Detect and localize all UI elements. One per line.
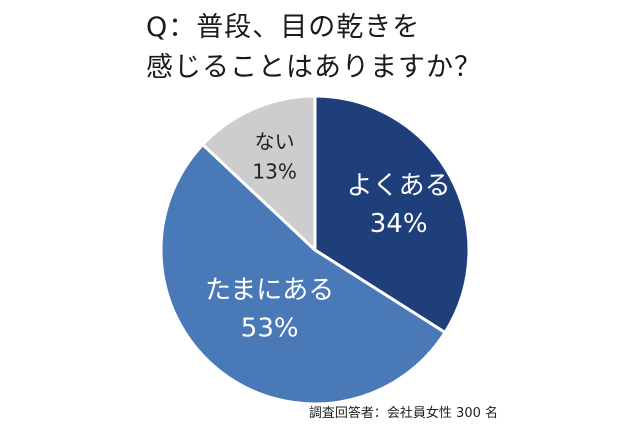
chart-title-line-1: Q：普段、目の乾きを [146, 12, 421, 43]
pie-slice-value: 13% [252, 160, 296, 184]
pie-slice [201, 94, 317, 252]
pie-slice-label: たまにある [205, 275, 334, 305]
pie-slice-label: ない [255, 130, 295, 154]
chart-title-line-2: 感じることはありますか？ [146, 52, 482, 83]
pie-slice-value: 34% [370, 209, 428, 239]
pie-slice [159, 143, 447, 406]
pie-slice-value: 53% [241, 313, 299, 343]
survey-footnote: 調査回答者：会社員女性 300 名 [308, 406, 498, 421]
pie-slice-label: よくある [347, 171, 451, 201]
chart-title: Q：普段、目の乾きを 感じることはありますか？ [146, 8, 482, 88]
